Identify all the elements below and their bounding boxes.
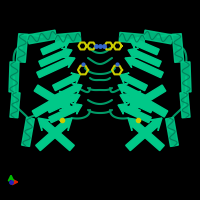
FancyArrow shape [128, 118, 164, 151]
FancyArrow shape [118, 103, 151, 123]
FancyArrow shape [47, 93, 80, 113]
FancyArrow shape [36, 118, 72, 151]
Polygon shape [9, 62, 19, 92]
Polygon shape [172, 34, 184, 62]
FancyArrow shape [120, 93, 153, 113]
FancyArrow shape [51, 83, 82, 103]
Polygon shape [27, 30, 57, 44]
FancyArrow shape [126, 118, 162, 151]
Polygon shape [22, 118, 34, 146]
FancyArrow shape [37, 57, 75, 78]
FancyArrow shape [118, 83, 149, 103]
FancyArrow shape [38, 118, 74, 151]
FancyArrow shape [120, 73, 147, 91]
FancyArrow shape [34, 85, 72, 110]
Polygon shape [143, 30, 173, 44]
Polygon shape [10, 92, 20, 118]
Polygon shape [55, 32, 81, 44]
Polygon shape [119, 32, 145, 44]
FancyArrow shape [49, 103, 82, 123]
FancyArrow shape [53, 73, 80, 91]
FancyArrow shape [128, 85, 166, 110]
Polygon shape [181, 62, 191, 92]
FancyArrow shape [130, 37, 159, 55]
FancyArrow shape [128, 48, 161, 67]
FancyArrow shape [32, 91, 72, 117]
FancyArrow shape [39, 48, 72, 67]
FancyArrow shape [125, 57, 163, 78]
FancyArrow shape [41, 37, 70, 55]
Polygon shape [166, 118, 178, 146]
Polygon shape [180, 92, 190, 118]
FancyArrow shape [128, 91, 168, 117]
Polygon shape [16, 34, 28, 62]
